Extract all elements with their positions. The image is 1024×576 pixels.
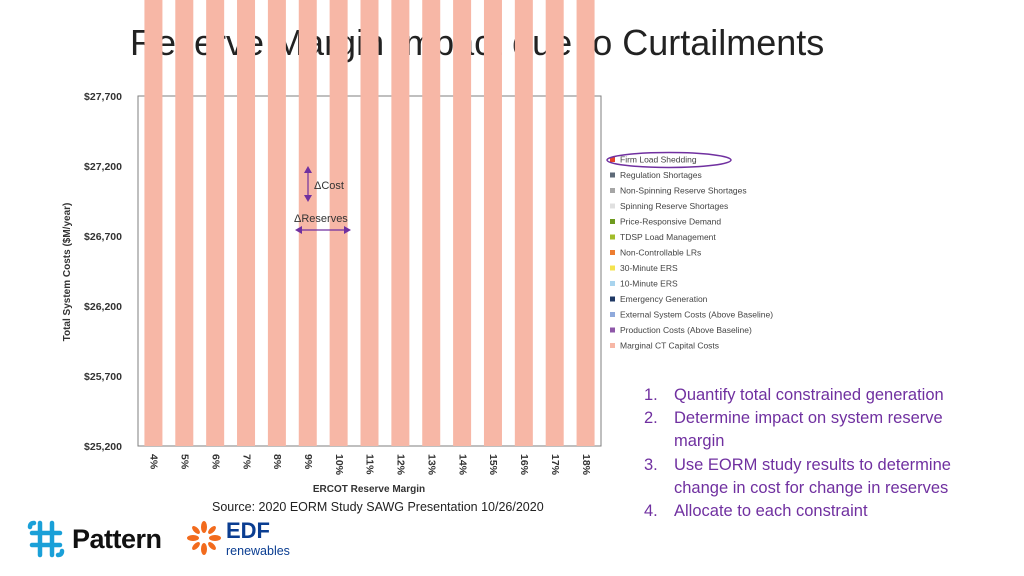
- step-number: 4.: [644, 502, 658, 521]
- x-tick-label: 4%: [148, 454, 160, 470]
- legend-label: Production Costs (Above Baseline): [620, 325, 752, 335]
- legend-label: Price-Responsive Demand: [620, 217, 721, 227]
- y-tick-label: $26,700: [84, 231, 122, 243]
- bar-segment-marginal: [144, 0, 163, 446]
- legend-label: 10-Minute ERS: [620, 279, 678, 289]
- edf-logo-subtext: renewables: [226, 544, 290, 558]
- step-number: 3.: [644, 455, 658, 474]
- pattern-logo: Pattern: [26, 519, 162, 559]
- legend-label: 30-Minute ERS: [620, 263, 678, 273]
- legend-label: Firm Load Shedding: [620, 155, 697, 165]
- y-axis-label: Total System Costs ($M/year): [62, 203, 73, 342]
- bar-segment-marginal: [267, 0, 286, 446]
- legend-label: Regulation Shortages: [620, 170, 702, 180]
- legend-swatch-ncl: [610, 250, 615, 255]
- legend-swatch-firm: [610, 157, 615, 162]
- x-tick-label: 17%: [549, 454, 561, 476]
- legend-label: Emergency Generation: [620, 294, 708, 304]
- y-tick-label: $25,700: [84, 371, 122, 383]
- legend-swatch-prd: [610, 219, 615, 224]
- step-item: 1. Quantify total constrained generation: [644, 384, 984, 407]
- step-number: 2.: [644, 409, 658, 428]
- bar-segment-marginal: [483, 0, 502, 446]
- legend-swatch-prod: [610, 327, 615, 333]
- legend-swatch-ers30: [610, 265, 615, 271]
- legend-swatch-nonspin: [610, 188, 615, 193]
- legend-swatch-tdsp: [610, 234, 615, 240]
- bar-segment-marginal: [329, 0, 348, 446]
- bar-segment-marginal: [576, 0, 595, 446]
- bar-segment-marginal: [514, 0, 533, 446]
- legend-label: Non-Spinning Reserve Shortages: [620, 186, 747, 196]
- x-tick-label: 10%: [333, 454, 345, 476]
- delta-reserves-arrowhead-left: [295, 226, 302, 234]
- delta-reserves-label: ΔReserves: [294, 213, 348, 225]
- legend-swatch-regulation: [610, 172, 615, 178]
- legend-label: Marginal CT Capital Costs: [620, 341, 719, 351]
- x-tick-label: 18%: [580, 454, 592, 476]
- y-tick-label: $25,200: [84, 441, 122, 453]
- bar-segment-marginal: [422, 0, 441, 446]
- step-number: 1.: [644, 386, 658, 404]
- steps-list: 1. Quantify total constrained generation …: [644, 384, 984, 523]
- y-tick-label: $27,200: [84, 161, 122, 173]
- legend-swatch-ext: [610, 312, 615, 317]
- step-text: Allocate to each constraint: [674, 502, 868, 521]
- legend-label: Spinning Reserve Shortages: [620, 201, 728, 211]
- legend-swatch-spin: [610, 203, 615, 209]
- delta-reserves-arrowhead-right: [344, 226, 351, 234]
- legend-swatch-emerg: [610, 296, 615, 302]
- x-tick-label: 12%: [395, 454, 407, 476]
- edf-swirl-icon: [187, 521, 221, 555]
- source-note: Source: 2020 EORM Study SAWG Presentatio…: [212, 500, 544, 514]
- x-tick-label: 11%: [364, 454, 376, 475]
- legend-label: External System Costs (Above Baseline): [620, 310, 773, 320]
- step-item: 4. Allocate to each constraint: [644, 500, 984, 523]
- legend-swatch-marginal: [610, 343, 615, 348]
- x-tick-label: 13%: [425, 454, 437, 476]
- y-tick-label: $27,700: [84, 91, 122, 103]
- delta-cost-arrowhead-up: [304, 166, 312, 173]
- x-tick-label: 7%: [240, 454, 252, 470]
- step-item: 3. Use EORM study results to determine ch…: [644, 454, 984, 500]
- x-tick-label: 5%: [179, 454, 191, 470]
- edf-logo-text: EDF: [226, 518, 270, 543]
- bar-segment-marginal: [453, 0, 472, 446]
- step-text: Quantify total constrained generation: [674, 386, 944, 404]
- bar-segment-marginal: [206, 0, 225, 446]
- bar-segment-marginal: [360, 0, 379, 446]
- bar-segment-marginal: [545, 0, 564, 446]
- legend-highlight-circle: [606, 151, 732, 169]
- delta-cost-label: ΔCost: [314, 180, 344, 192]
- bar-segment-marginal: [175, 0, 194, 446]
- x-tick-label: 14%: [456, 454, 468, 476]
- x-tick-label: 16%: [518, 454, 530, 476]
- step-item: 2. Determine impact on system reserve mar…: [644, 407, 984, 453]
- x-axis-label: ERCOT Reserve Margin: [313, 484, 425, 495]
- y-tick-label: $26,200: [84, 301, 122, 313]
- legend-label: TDSP Load Management: [620, 232, 716, 242]
- x-tick-label: 8%: [271, 454, 283, 470]
- bar-segment-marginal: [391, 0, 410, 446]
- x-tick-label: 9%: [302, 454, 314, 470]
- pattern-knot-icon: [27, 520, 65, 558]
- legend-swatch-ers10: [610, 281, 615, 286]
- edf-logo: EDF renewables: [186, 520, 290, 558]
- x-tick-label: 6%: [209, 454, 221, 470]
- bar-segment-marginal: [237, 0, 256, 446]
- pattern-logo-text: Pattern: [72, 523, 162, 554]
- step-text: Determine impact on system reserve margi…: [674, 409, 943, 451]
- bar-segment-marginal: [298, 0, 317, 446]
- delta-cost-arrowhead-down: [304, 195, 312, 202]
- x-tick-label: 15%: [487, 454, 499, 476]
- legend-label: Non-Controllable LRs: [620, 248, 701, 258]
- step-text: Use EORM study results to determine chan…: [674, 455, 951, 497]
